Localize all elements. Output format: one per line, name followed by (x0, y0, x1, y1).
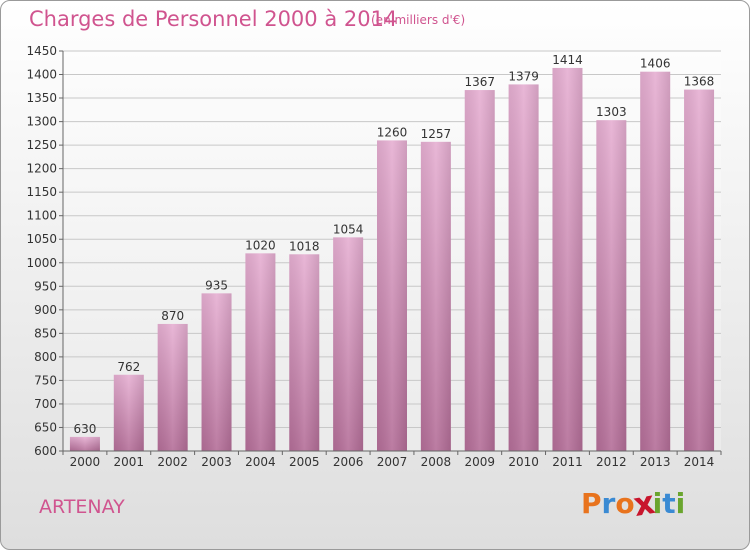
data-label: 1054 (333, 222, 364, 236)
x-tick-label: 2009 (464, 455, 495, 469)
y-tick-label: 900 (34, 303, 57, 317)
data-label: 1020 (245, 238, 276, 252)
bar-shade (69, 436, 100, 451)
y-tick-label: 1300 (26, 115, 57, 129)
chart-subtitle: (en milliers d'€) (371, 13, 466, 27)
y-tick-label: 1050 (26, 232, 57, 246)
data-label: 870 (161, 309, 184, 323)
x-tick-label: 2011 (552, 455, 583, 469)
data-label: 1260 (377, 125, 408, 139)
y-tick-label: 1150 (26, 185, 57, 199)
y-tick-label: 950 (34, 279, 57, 293)
data-label: 935 (205, 278, 228, 292)
bar-shade (508, 84, 539, 451)
logo-letter: i (675, 487, 686, 520)
x-tick-label: 2010 (508, 455, 539, 469)
x-tick-label: 2005 (289, 455, 320, 469)
data-label: 762 (117, 360, 140, 374)
y-tick-label: 1100 (26, 209, 57, 223)
data-label: 630 (73, 422, 96, 436)
bar-shade (113, 374, 144, 451)
x-tick-label: 2006 (333, 455, 364, 469)
y-tick-label: 850 (34, 326, 57, 340)
x-tick-label: 2004 (245, 455, 276, 469)
chart-title: Charges de Personnel 2000 à 2014 (29, 7, 398, 31)
data-label: 1367 (464, 75, 495, 89)
data-label: 1257 (421, 127, 452, 141)
data-label: 1406 (640, 57, 671, 71)
y-tick-label: 750 (34, 373, 57, 387)
bar-shade (245, 253, 276, 451)
bar-shade (201, 293, 232, 451)
bar-shade (684, 89, 715, 452)
place-name: ARTENAY (39, 496, 125, 518)
x-tick-label: 2013 (640, 455, 671, 469)
x-tick-label: 2000 (70, 455, 101, 469)
y-tick-label: 1350 (26, 91, 57, 105)
data-label: 1018 (289, 239, 320, 253)
bar-shade (464, 90, 495, 451)
y-tick-label: 1200 (26, 162, 57, 176)
y-tick-label: 800 (34, 350, 57, 364)
data-label: 1303 (596, 105, 627, 119)
y-tick-label: 1450 (26, 44, 57, 58)
bar-shade (333, 237, 364, 451)
data-label: 1414 (552, 53, 583, 67)
bar-shade (596, 120, 627, 452)
y-tick-label: 1400 (26, 68, 57, 82)
logo-letter: i (652, 487, 663, 520)
y-tick-label: 1250 (26, 138, 57, 152)
bar-chart: 600 650 700 750 800 850 900 950 1000 1050 1100 1150… (26, 44, 722, 469)
y-tick-label: 700 (34, 397, 57, 411)
x-tick-label: 2014 (684, 455, 715, 469)
data-label: 1379 (508, 69, 539, 83)
bar-shade (552, 67, 583, 452)
bar-shade (377, 140, 407, 452)
x-tick-label: 2002 (157, 455, 188, 469)
logo-letter: P (581, 487, 602, 520)
x-tick-label: 2003 (201, 455, 232, 469)
y-tick-label: 650 (34, 420, 57, 434)
bar-shade (420, 141, 451, 451)
bar-shade (289, 254, 320, 451)
logo-letter: o (615, 487, 635, 520)
y-tick-label: 1000 (26, 256, 57, 270)
bar-shade (157, 323, 188, 451)
proxiti-logo[interactable]: Proxiti (581, 483, 686, 524)
x-tick-label: 2001 (114, 455, 145, 469)
logo-letter: t (662, 487, 676, 520)
bar-shade (640, 71, 671, 452)
data-label: 1368 (684, 75, 715, 89)
logo-letter: r (601, 487, 616, 520)
x-tick-label: 2012 (596, 455, 627, 469)
x-tick-label: 2007 (377, 455, 408, 469)
x-tick-label: 2008 (421, 455, 452, 469)
y-tick-label: 600 (34, 444, 57, 458)
